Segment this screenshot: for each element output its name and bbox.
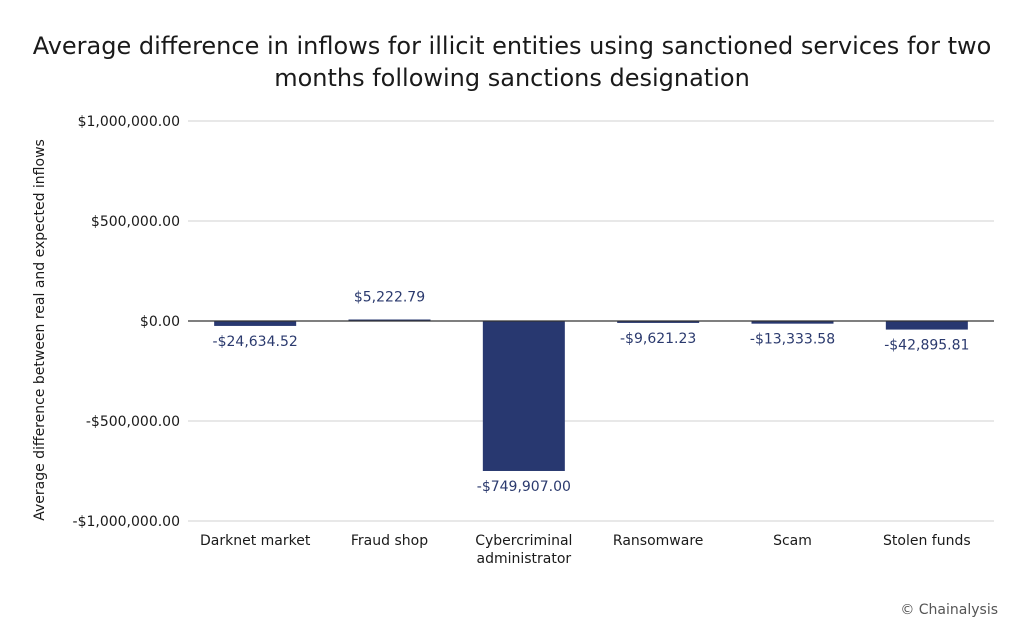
bar [482, 321, 565, 471]
y-tick-label: $1,000,000.00 [78, 114, 180, 130]
x-category-label: Cybercriminal [475, 533, 572, 549]
x-category-label: Scam [773, 533, 812, 549]
data-labels: -$24,634.52 $5,222.79 -$749,907.00 -$9,621.… [213, 290, 970, 495]
bar [617, 321, 700, 323]
y-axis-ticks: $1,000,000.00 $500,000.00 $0.00 -$500,000.0… [73, 114, 180, 530]
data-label: -$749,907.00 [477, 479, 571, 495]
bar [751, 321, 834, 324]
bar [885, 321, 968, 330]
bar [348, 319, 431, 321]
y-tick-label: $500,000.00 [91, 214, 180, 230]
y-tick-label: -$500,000.00 [86, 414, 180, 430]
credit-text: © Chainalysis [900, 602, 998, 618]
data-label: -$42,895.81 [884, 338, 969, 354]
data-label: $5,222.79 [354, 290, 425, 306]
x-category-label: Ransomware [613, 533, 703, 549]
chart-title-line-2: months following sanctions designation [274, 64, 750, 92]
x-category-label: Fraud shop [351, 533, 428, 549]
data-label: -$13,333.58 [750, 332, 835, 348]
data-label: -$24,634.52 [213, 334, 298, 350]
chart-title: Average difference in inflows for illici… [0, 30, 1024, 94]
y-tick-label: -$1,000,000.00 [73, 514, 180, 530]
bars [214, 319, 968, 471]
x-axis-categories: Darknet market Fraud shop Cybercriminal adm… [200, 533, 971, 567]
gridlines [188, 120, 994, 522]
x-category-label: Stolen funds [883, 533, 971, 549]
chart-title-line-1: Average difference in inflows for illici… [32, 32, 992, 60]
y-tick-label: $0.00 [140, 314, 180, 330]
data-label: -$9,621.23 [620, 331, 696, 347]
x-category-label: Darknet market [200, 533, 311, 549]
y-axis-label: Average difference between real and expe… [32, 139, 48, 521]
x-category-label: administrator [476, 551, 571, 567]
bar [214, 321, 297, 326]
